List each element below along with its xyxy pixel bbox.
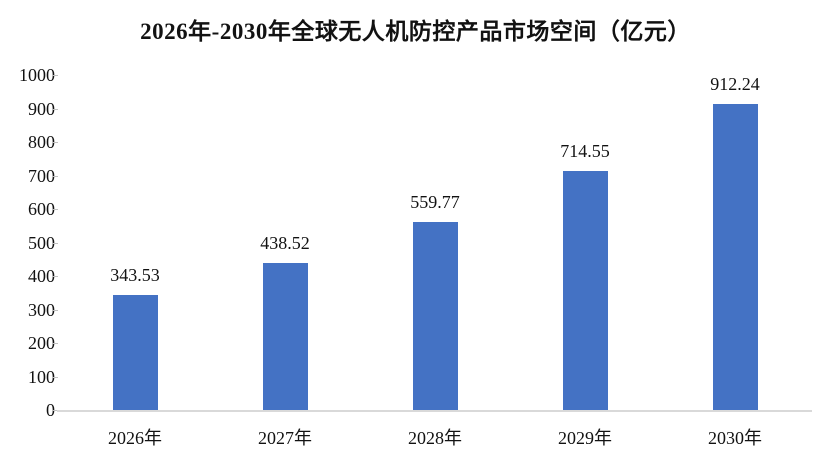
y-axis-tick-label: 500 <box>28 232 55 253</box>
x-axis-label: 2028年 <box>408 428 462 448</box>
y-axis-tick-mark <box>52 343 58 344</box>
x-axis-label: 2027年 <box>258 428 312 448</box>
y-axis-tick-label: 400 <box>28 266 55 286</box>
y-axis-tick-label: 300 <box>28 299 55 320</box>
x-axis-label: 2030年 <box>708 428 762 448</box>
chart-title: 2026年-2030年全球无人机防控产品市场空间（亿元） <box>140 19 691 44</box>
y-axis-tick-mark <box>52 75 58 76</box>
bar <box>412 222 458 410</box>
y-axis-tick-label: 700 <box>28 165 55 186</box>
bar <box>712 104 758 410</box>
bar-value-label: 438.52 <box>260 233 310 254</box>
bar-value-label: 559.77 <box>410 192 460 213</box>
bar-value-label: 912.24 <box>710 74 760 95</box>
x-axis-label: 2029年 <box>558 428 612 448</box>
bar-value-label: 714.55 <box>560 140 610 161</box>
y-axis-tick-mark <box>52 276 58 277</box>
y-axis-tick-mark <box>52 242 58 244</box>
y-axis-tick-label: 600 <box>28 199 55 219</box>
y-axis-tick-label: 800 <box>28 132 55 152</box>
y-axis-tick-label: 900 <box>28 98 55 119</box>
y-axis-tick-label: 200 <box>28 333 55 353</box>
y-axis-tick-label: 1000 <box>19 65 55 85</box>
y-axis-tick-mark <box>52 142 58 143</box>
plot-area: 343.53 438.52 559.77 714.55 912.24 <box>60 74 810 410</box>
bar <box>562 170 608 410</box>
y-axis-tick-mark <box>52 309 58 311</box>
y-axis-tick-mark <box>52 108 58 110</box>
y-axis-tick-mark <box>52 175 58 177</box>
y-axis-tick-label: 100 <box>28 366 55 387</box>
bar <box>112 294 158 410</box>
x-axis-label: 2026年 <box>108 428 162 448</box>
bar-value-label: 343.53 <box>110 264 160 285</box>
y-axis-tick-label: 0 <box>46 400 55 420</box>
y-axis-tick-mark <box>52 209 58 210</box>
x-axis-line <box>57 410 812 412</box>
y-axis-tick-mark <box>52 410 58 411</box>
bar <box>262 263 308 410</box>
y-axis-tick-mark <box>52 376 58 378</box>
